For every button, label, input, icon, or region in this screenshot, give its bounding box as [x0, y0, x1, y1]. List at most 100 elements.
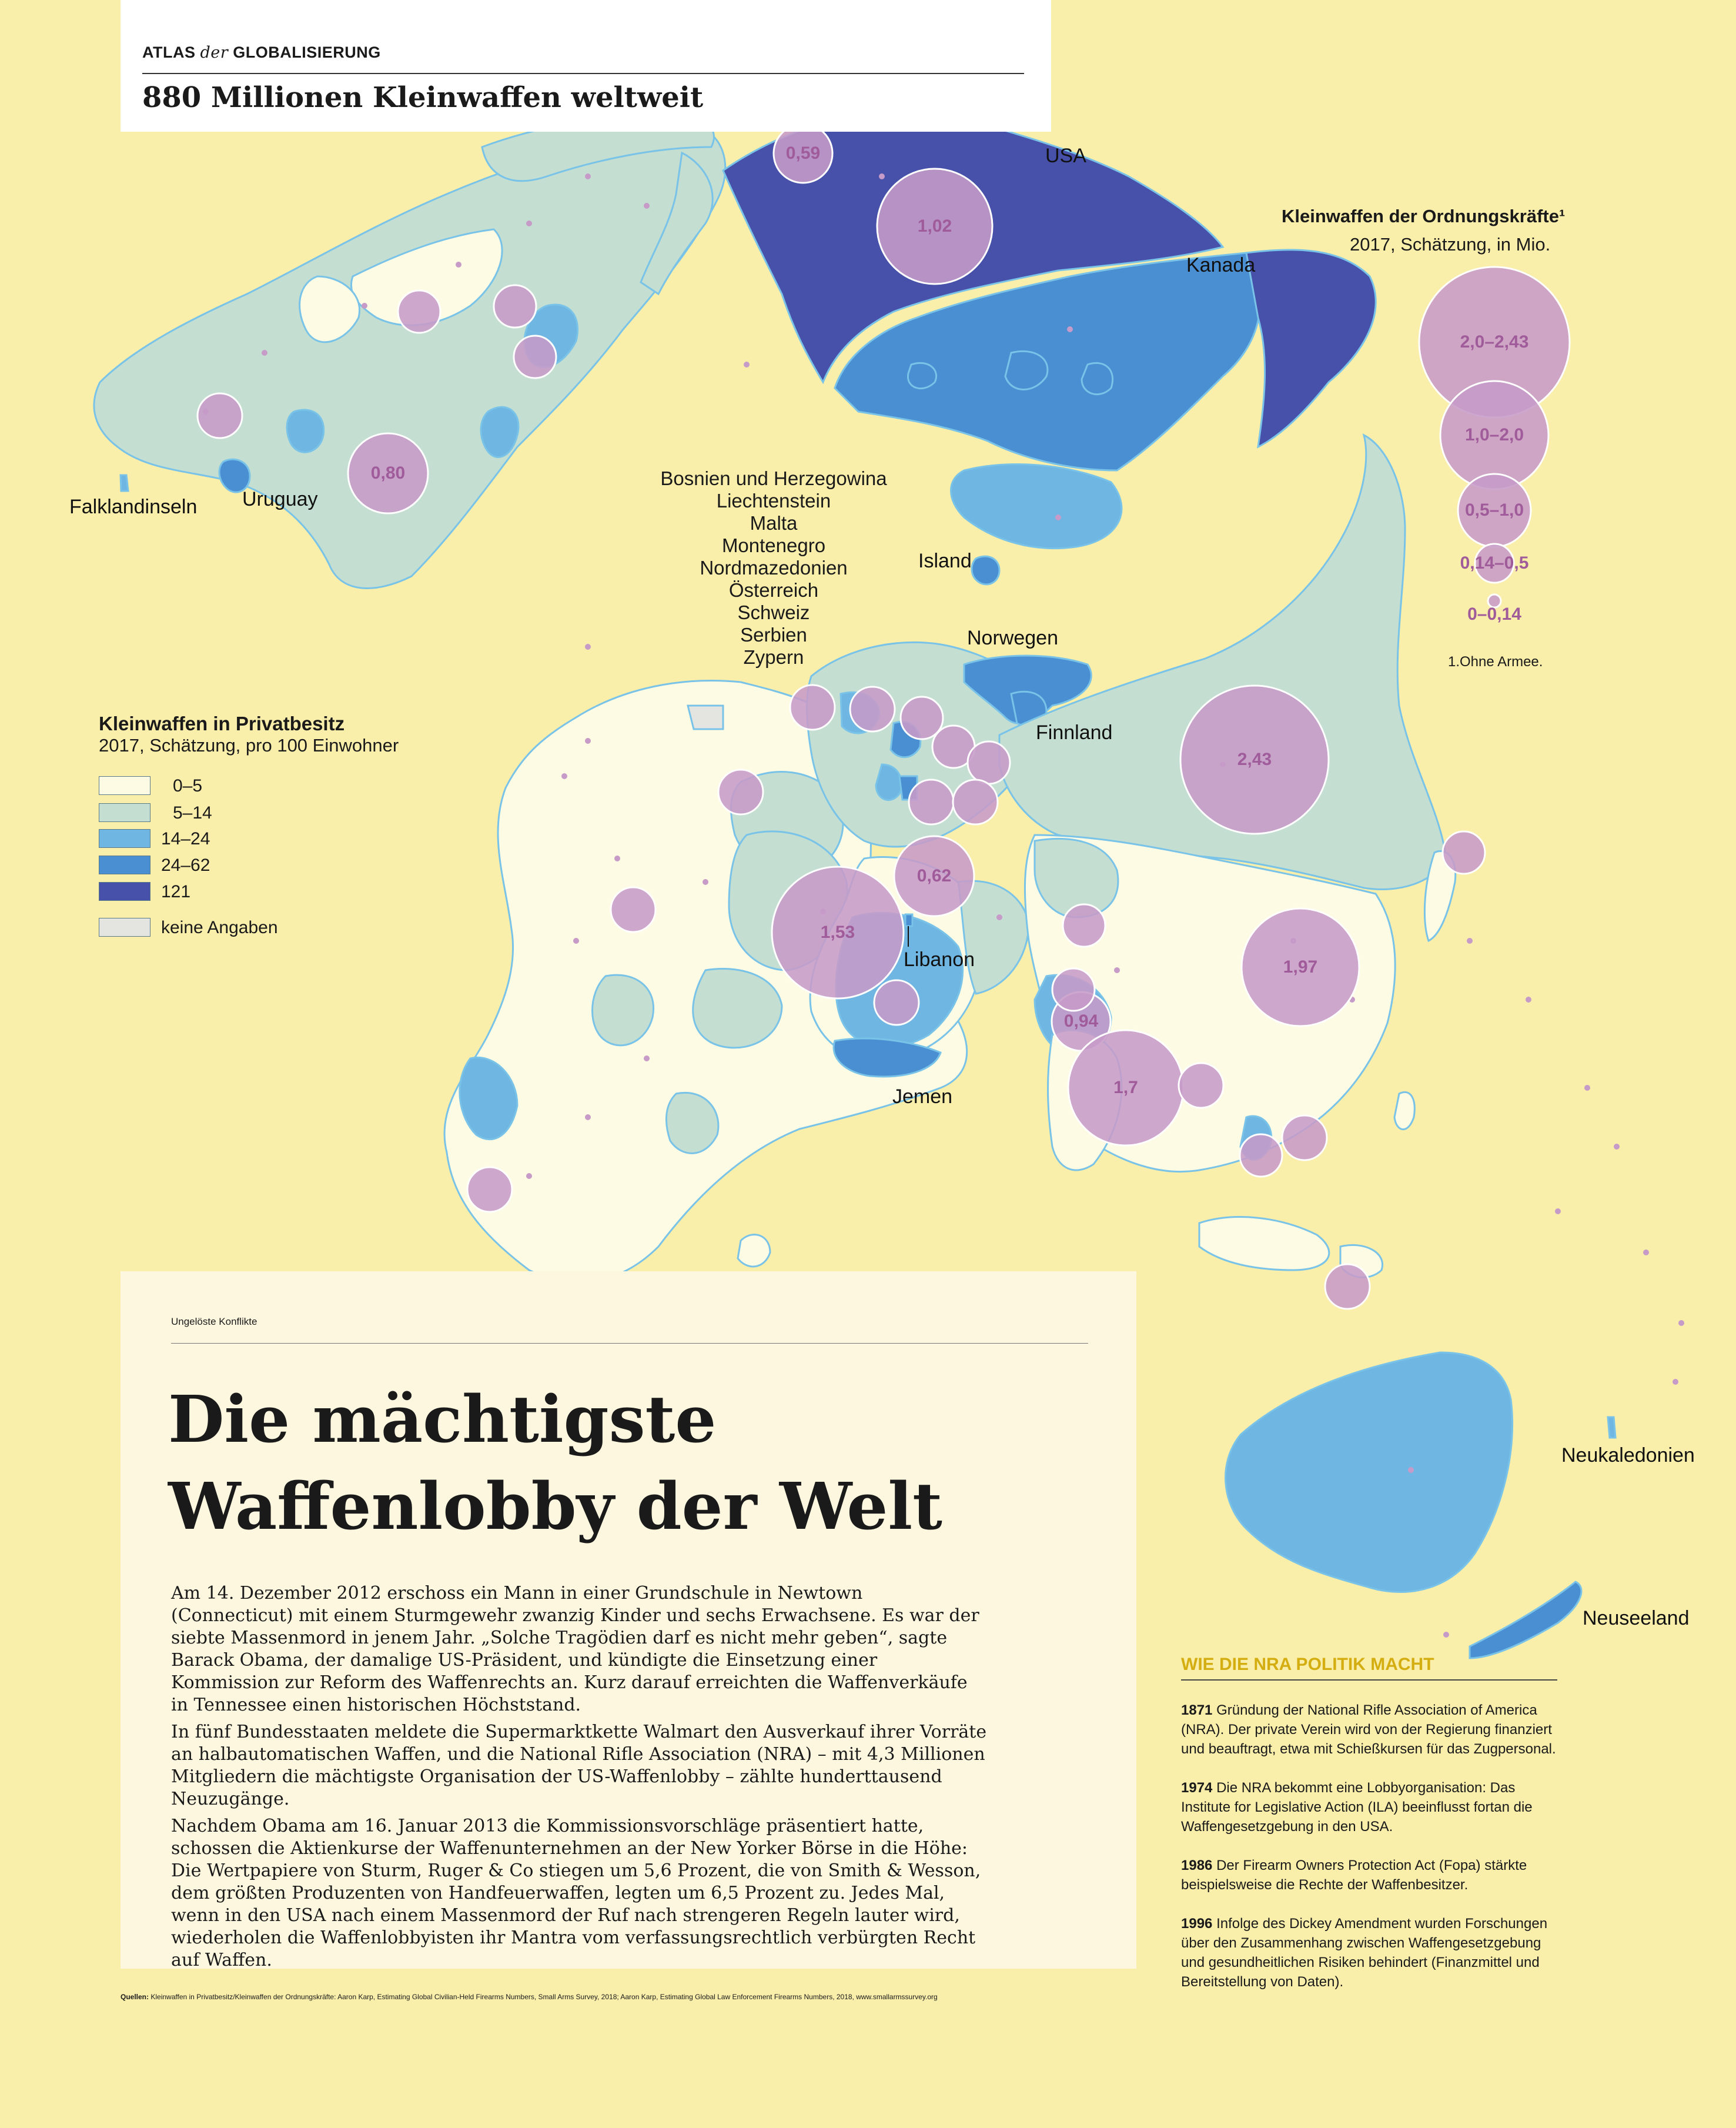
headline-line-2: Waffenlobby der Welt: [168, 1468, 942, 1544]
police-bubbles: [196, 123, 1486, 1310]
falklandinseln: [119, 474, 129, 492]
article-kicker: Ungelöste Konflikte: [171, 1316, 257, 1327]
brand-wordmark: ATLAS der GLOBALISIERUNG: [142, 44, 381, 62]
timeline-event: 1974 Die NRA bekommt eine Lobbyorganisat…: [1181, 1778, 1563, 1836]
bubble-m: [610, 886, 657, 933]
label-neukaledonien: Neukaledonien: [1561, 1444, 1695, 1466]
bubble-l: [717, 769, 764, 816]
bubble-q: [1178, 1062, 1225, 1109]
bubble-n: [873, 979, 920, 1026]
legend-police-title: Kleinwaffen der Ordnungskräfte¹: [1282, 206, 1566, 226]
jemen: [832, 1037, 942, 1078]
bubble-s: [1239, 1133, 1283, 1178]
label-finnland: Finnland: [1036, 721, 1113, 744]
label-norwegen: Norwegen: [967, 627, 1058, 649]
bubble-label: 0,94: [1063, 1011, 1099, 1031]
iran: [957, 880, 1030, 995]
sources-label: Quellen:: [121, 1993, 149, 2001]
europe-blue-c: [875, 763, 903, 801]
bubble-1-53: [771, 866, 905, 1000]
event-text: Der Firearm Owners Protection Act (Fopa)…: [1181, 1858, 1527, 1893]
island: [971, 555, 1001, 586]
legend-private-title: Kleinwaffen in Privatbesitz: [99, 713, 345, 734]
map-title: 880 Millionen Kleinwaffen weltweit: [142, 81, 704, 114]
bubble-label: 1,53: [820, 923, 855, 942]
bubble-1-97: [1240, 907, 1360, 1027]
bubble-d: [196, 392, 243, 439]
legend-private-subtitle: 2017, Schätzung, pro 100 Einwohner: [99, 735, 399, 756]
nra-timeline: 1871 Gründung der National Rifle Associa…: [1181, 1701, 1563, 2011]
legend-swatch: [99, 803, 150, 822]
indonesia: [1198, 1216, 1330, 1271]
bubble-0-62: [893, 835, 975, 917]
label-nordmazedonien: Nordmazedonien: [700, 557, 848, 579]
bubble-r: [1281, 1114, 1328, 1161]
legend-label: 14–24: [161, 829, 210, 848]
article-paragraph: Am 14. Dezember 2012 erschoss ein Mann i…: [171, 1583, 979, 1715]
bubble-label: 0,59: [785, 143, 821, 163]
canada-islands: [907, 350, 1114, 396]
bubble-p: [1051, 967, 1096, 1012]
bubble-label: 1,02: [917, 216, 952, 236]
australien: [1225, 1351, 1513, 1593]
bubble-u: [1324, 1263, 1371, 1310]
legend-police-footnote: 1.Ohne Armee.: [1448, 654, 1543, 670]
bubble-t: [1441, 830, 1486, 875]
article-rule: [171, 1343, 1088, 1344]
uruguay: [218, 458, 251, 493]
event-text: Gründung der National Rifle Association …: [1181, 1702, 1556, 1757]
legend-label: keine Angaben: [161, 918, 278, 937]
header-card: [121, 0, 1051, 132]
bubble-1-02: [876, 168, 994, 285]
label-kanada: Kanada: [1186, 254, 1256, 276]
headline-line-1: Die mächtigste: [168, 1381, 717, 1457]
event-year: 1986: [1181, 1858, 1213, 1873]
article-card: [121, 1271, 1136, 1969]
label-falklandinseln: Falklandinseln: [69, 496, 198, 518]
legend-police-label: 1,0–2,0: [1464, 425, 1524, 445]
event-year: 1996: [1181, 1916, 1213, 1932]
event-year: 1871: [1181, 1702, 1213, 1718]
label-oesterreich: Österreich: [728, 579, 819, 601]
bubble-2-43: [1179, 684, 1330, 835]
bubble-label: 1,97: [1283, 957, 1318, 977]
norwegen-finnland: [963, 654, 1092, 724]
article-paragraph: Nachdem Obama am 16. Januar 2013 die Kom…: [171, 1816, 981, 1970]
europe-country-list: Bosnien und Herzegowina Liechtenstein Ma…: [650, 467, 897, 669]
central-america: [640, 151, 714, 296]
timeline-event: 1871 Gründung der National Rifle Associa…: [1181, 1701, 1563, 1759]
label-uruguay: Uruguay: [242, 488, 318, 510]
bubble-g: [899, 696, 944, 740]
legend-label: 24–62: [161, 856, 210, 875]
philippines: [1393, 1091, 1416, 1131]
legend-swatch: [99, 776, 150, 795]
africa-c: [591, 974, 654, 1047]
africa-e: [665, 1092, 720, 1154]
neuseeland: [1469, 1581, 1583, 1659]
libanon: [904, 913, 914, 927]
bubble-label: 0,80: [370, 463, 406, 483]
bubble-0-80: [347, 432, 429, 515]
label-bosnien: Bosnien und Herzegowina: [660, 467, 887, 489]
timeline-event: 1986 Der Firearm Owners Protection Act (…: [1181, 1856, 1563, 1895]
legend-swatch: [99, 856, 150, 874]
label-libanon: Libanon: [904, 948, 975, 971]
central-asia: [1033, 838, 1119, 918]
label-liechtenstein: Liechtenstein: [716, 490, 831, 512]
africa-b: [692, 968, 783, 1049]
bubble-a: [493, 284, 537, 329]
event-text: Infolge des Dickey Amendment wurden Fors…: [1181, 1916, 1548, 1990]
article-body: Am 14. Dezember 2012 erschoss ein Mann i…: [171, 1582, 988, 1976]
bubble-f: [849, 686, 896, 733]
bubble-j: [908, 779, 955, 826]
event-year: 1974: [1181, 1780, 1213, 1796]
bubble-o: [1062, 903, 1106, 948]
bubble-c: [513, 335, 557, 379]
africa-nd: [687, 704, 724, 730]
greenland: [950, 463, 1123, 549]
event-text: Die NRA bekommt eine Lobbyorganisation: …: [1181, 1780, 1533, 1835]
article-headline: Die mächtigste Waffenlobby der Welt: [168, 1376, 991, 1550]
legend-police-subtitle: 2017, Schätzung, in Mio.: [1350, 234, 1551, 255]
africa-west-blue: [459, 1057, 519, 1141]
